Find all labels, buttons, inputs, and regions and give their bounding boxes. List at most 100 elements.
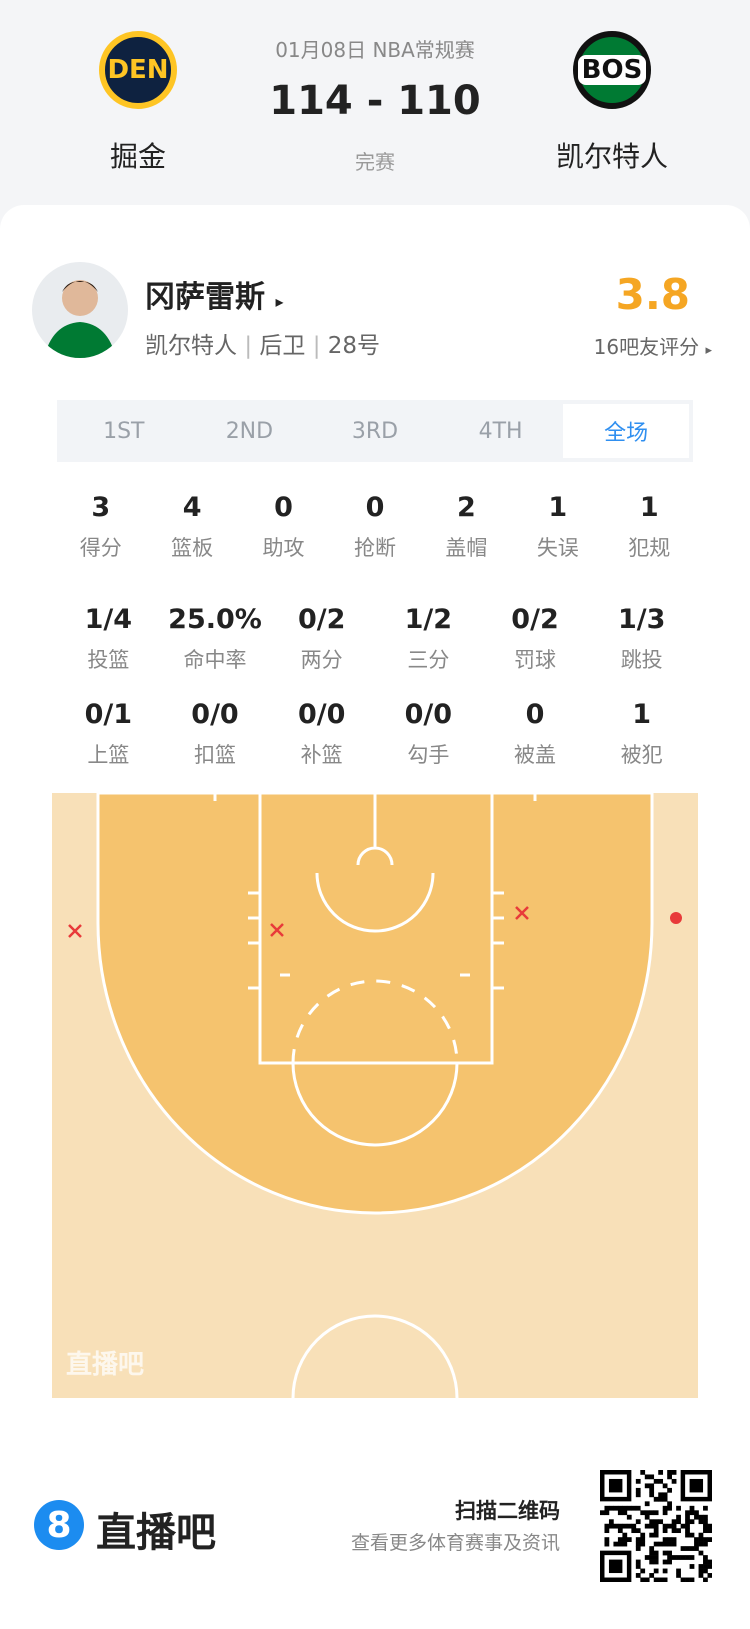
- shot-make: [670, 912, 682, 924]
- qr-module: [685, 1510, 690, 1516]
- player-name[interactable]: 冈萨雷斯 ▸: [145, 280, 284, 315]
- qr-module: [635, 1505, 641, 1511]
- qr-module: [658, 1519, 664, 1525]
- qr-module: [653, 1523, 659, 1529]
- stat-cell: 0/0 补篮: [268, 699, 375, 769]
- qr-module: [640, 1532, 646, 1538]
- qr-module: [694, 1514, 699, 1520]
- qr-module: [644, 1510, 650, 1516]
- qr-module: [676, 1514, 681, 1520]
- brand-name: 直播吧: [96, 1510, 216, 1556]
- qr-module: [662, 1505, 668, 1511]
- qr-module: [707, 1573, 712, 1578]
- qr-module: [635, 1541, 641, 1547]
- qr-module: [667, 1474, 672, 1480]
- qr-module: [676, 1573, 681, 1578]
- stat-cell: 0/2 两分: [268, 604, 375, 674]
- shot-chart: 直播吧: [52, 793, 698, 1398]
- qr-module: [698, 1541, 704, 1547]
- avatar-art: [44, 280, 116, 358]
- stat-cell: 0/0 扣篮: [162, 699, 269, 769]
- qr-module: [667, 1501, 672, 1507]
- qr-module: [631, 1505, 637, 1511]
- qr-module: [644, 1501, 650, 1507]
- qr-module: [703, 1528, 708, 1534]
- qr-module: [703, 1505, 708, 1511]
- stat-cell: 0 被盖: [482, 699, 589, 769]
- stat-cell: 2 盖帽: [421, 492, 512, 562]
- brand-logo: 8: [34, 1500, 84, 1550]
- period-tab[interactable]: 1ST: [103, 418, 145, 444]
- qr-module: [622, 1510, 628, 1516]
- qr-module: [653, 1559, 659, 1565]
- qr-module: [649, 1573, 655, 1578]
- qr-module: [707, 1564, 712, 1569]
- qr-module: [640, 1577, 646, 1582]
- stat-value: 1/2: [404, 604, 453, 635]
- court-lines: [213, 793, 537, 1398]
- stat-label: 犯规: [628, 536, 671, 560]
- qr-module: [662, 1568, 668, 1574]
- qr-module: [680, 1555, 686, 1560]
- qr-module: [613, 1523, 619, 1529]
- qr-module: [631, 1523, 637, 1529]
- stat-cell: 3 得分: [55, 492, 146, 562]
- qr-module: [667, 1505, 672, 1511]
- period-tab[interactable]: 3RD: [351, 418, 399, 444]
- qr-module: [644, 1474, 650, 1480]
- stat-row: 1/4 投篮 25.0% 命中率 0/2 两分 1/2 三分 0/2 罚球 1/3 跳投: [0, 604, 750, 674]
- stat-label: 扣篮: [194, 743, 236, 767]
- score: 114 - 110: [269, 78, 481, 124]
- qr-module: [604, 1537, 610, 1542]
- qr-module: [622, 1537, 628, 1542]
- stat-value: 1: [548, 492, 568, 523]
- qr-module: [658, 1478, 664, 1484]
- qr-module: [640, 1537, 646, 1542]
- period-tab[interactable]: 4TH: [478, 418, 523, 444]
- qr-module: [680, 1546, 686, 1551]
- qr-module: [667, 1537, 672, 1542]
- qr-module: [613, 1541, 619, 1547]
- stat-cell: 1/4 投篮: [55, 604, 162, 674]
- period-tabs: 1ST 2ND 3RD 4TH 全场: [57, 400, 693, 462]
- stat-value: 0/1: [84, 699, 133, 730]
- qr-module: [653, 1541, 659, 1547]
- qr-module: [662, 1550, 668, 1556]
- qr-module: [676, 1568, 681, 1574]
- scan-title: 扫描二维码: [455, 1499, 560, 1523]
- qr-module: [653, 1496, 659, 1502]
- period-tab[interactable]: 2ND: [225, 418, 274, 444]
- stat-cell: 0/1 上篮: [55, 699, 162, 769]
- qr-module: [703, 1564, 708, 1569]
- qr-module: [671, 1470, 677, 1475]
- qr-module: [694, 1541, 699, 1547]
- qr-module: [694, 1537, 699, 1542]
- qr-module: [689, 1532, 695, 1538]
- qr-module: [635, 1573, 641, 1578]
- stat-value: 0: [365, 492, 385, 523]
- qr-finder: [608, 1478, 623, 1493]
- qr-module: [649, 1474, 655, 1480]
- qr-code: [600, 1470, 712, 1582]
- stat-value: 0/0: [191, 699, 239, 730]
- qr-module: [658, 1541, 664, 1547]
- qr-module: [617, 1541, 623, 1547]
- match-date: 01月08日 NBA常规赛: [275, 38, 475, 62]
- period-tab[interactable]: 全场: [563, 404, 689, 458]
- player-info: 凯尔特人 | 后卫 | 28号: [145, 333, 381, 359]
- away-logo: BOS: [573, 31, 651, 109]
- qr-module: [608, 1523, 614, 1529]
- qr-module: [689, 1577, 695, 1582]
- stat-value: 25.0%: [168, 604, 262, 635]
- stat-label: 助攻: [262, 536, 305, 560]
- stat-value: 1/3: [617, 604, 666, 635]
- qr-module: [667, 1487, 672, 1493]
- match-status: 完赛: [355, 150, 395, 174]
- qr-module: [635, 1559, 641, 1565]
- qr-module: [662, 1492, 668, 1498]
- qr-module: [635, 1519, 641, 1525]
- qr-module: [662, 1523, 668, 1529]
- stat-value: 1: [639, 492, 659, 523]
- stat-cell: 25.0% 命中率: [162, 604, 269, 674]
- rating-link[interactable]: 16吧友评分 ▸: [593, 335, 712, 359]
